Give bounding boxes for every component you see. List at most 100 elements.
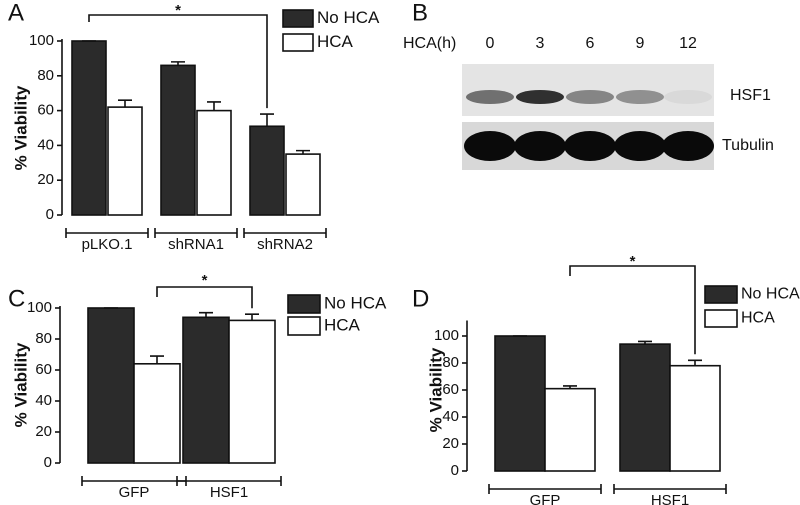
- band-label: HSF1: [730, 87, 771, 104]
- band: [616, 90, 664, 104]
- y-tick-label: 40: [442, 408, 459, 425]
- group-bracket: [154, 228, 238, 238]
- y-tick-label: 60: [442, 381, 459, 398]
- bar: [71, 40, 107, 216]
- error-bar: [296, 149, 310, 155]
- panel-label: C: [8, 285, 25, 312]
- legend-label: HCA: [324, 315, 361, 334]
- bar: [494, 335, 546, 472]
- group-bracket: [488, 484, 602, 494]
- bar: [619, 343, 671, 472]
- legend-swatch: [704, 285, 738, 304]
- significance-bracket: [569, 265, 696, 355]
- legend-swatch: [287, 316, 321, 336]
- band: [662, 131, 714, 161]
- error-bar: [207, 101, 221, 111]
- bar: [160, 64, 196, 216]
- lane-label: 6: [586, 35, 595, 52]
- significance-mark: *: [202, 272, 208, 289]
- error-bar: [688, 359, 702, 366]
- band: [564, 131, 616, 161]
- group-bracket: [65, 228, 149, 238]
- legend-swatch: [704, 309, 738, 328]
- significance-bracket: [156, 286, 253, 309]
- y-axis-label: % Viability: [11, 342, 30, 427]
- error-bar: [171, 61, 185, 66]
- y-tick-label: 0: [46, 206, 54, 223]
- error-bar: [118, 99, 132, 108]
- error-bar: [150, 355, 164, 364]
- y-tick-label: 80: [37, 67, 54, 84]
- error-bar: [199, 311, 213, 318]
- y-axis-label: % Viability: [426, 347, 445, 432]
- blot-axis-label: HCA(h): [403, 35, 456, 52]
- bar: [196, 109, 232, 216]
- error-bar: [260, 113, 274, 127]
- y-tick-label: 100: [434, 327, 459, 344]
- legend-label: No HCA: [741, 286, 800, 303]
- y-tick-label: 0: [451, 462, 459, 479]
- bar: [285, 153, 321, 216]
- x-tick-label: HSF1: [210, 484, 248, 501]
- group-bracket: [613, 484, 727, 494]
- x-tick-label: HSF1: [651, 492, 689, 505]
- legend-swatch: [287, 294, 321, 314]
- lane-label: 12: [679, 35, 697, 52]
- y-tick-label: 20: [442, 435, 459, 452]
- bar: [133, 362, 181, 464]
- bar: [228, 319, 276, 464]
- band: [516, 90, 564, 104]
- lane-label: 3: [536, 35, 545, 52]
- x-tick-label: shRNA2: [257, 236, 313, 253]
- band: [566, 90, 614, 104]
- significance-mark: *: [630, 253, 636, 270]
- legend-label: HCA: [741, 310, 775, 327]
- bar: [249, 125, 285, 216]
- y-tick-label: 20: [35, 423, 52, 440]
- panel-label: A: [8, 0, 24, 26]
- y-tick-label: 0: [44, 454, 52, 471]
- error-bar: [563, 385, 577, 389]
- y-tick-label: 40: [37, 136, 54, 153]
- x-tick-label: GFP: [530, 492, 561, 505]
- y-axis-label: % Viability: [11, 85, 30, 170]
- legend-swatch: [282, 9, 314, 28]
- bar: [669, 364, 721, 472]
- y-tick-label: 100: [27, 299, 52, 316]
- legend-label: No HCA: [317, 8, 380, 27]
- bar: [87, 307, 135, 464]
- lane-label: 0: [486, 35, 495, 52]
- bar: [544, 387, 596, 472]
- x-tick-label: GFP: [119, 484, 150, 501]
- bar: [182, 316, 230, 464]
- legend-swatch: [282, 33, 314, 52]
- significance-bracket: [88, 14, 268, 109]
- y-tick-label: 60: [37, 102, 54, 119]
- x-tick-label: shRNA1: [168, 236, 224, 253]
- blot-strip: [462, 64, 714, 116]
- panel-label: B: [412, 0, 428, 26]
- legend-label: No HCA: [324, 293, 387, 312]
- error-bar: [245, 313, 259, 321]
- bar: [107, 106, 143, 216]
- band: [464, 131, 516, 161]
- y-tick-label: 20: [37, 171, 54, 188]
- significance-mark: *: [175, 2, 181, 19]
- band: [514, 131, 566, 161]
- band-label: Tubulin: [722, 137, 774, 154]
- legend-label: HCA: [317, 32, 354, 51]
- y-tick-label: 100: [29, 32, 54, 49]
- x-tick-label: pLKO.1: [82, 236, 133, 253]
- band: [614, 131, 666, 161]
- y-tick-label: 60: [35, 361, 52, 378]
- panel-label: D: [412, 285, 429, 312]
- band: [664, 90, 712, 104]
- group-bracket: [243, 228, 327, 238]
- error-bar: [638, 340, 652, 345]
- lane-label: 9: [636, 35, 645, 52]
- band: [466, 90, 514, 104]
- group-bracket: [176, 476, 282, 486]
- y-tick-label: 40: [35, 392, 52, 409]
- y-tick-label: 80: [35, 330, 52, 347]
